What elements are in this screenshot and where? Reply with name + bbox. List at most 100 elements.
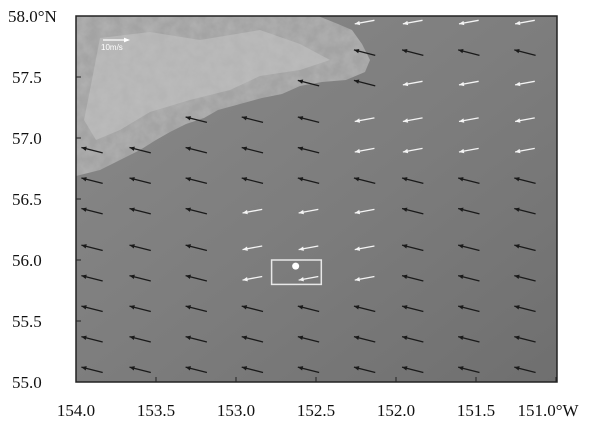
wind-arrow-head	[129, 274, 135, 279]
x-tick: 152.0	[377, 377, 415, 420]
x-tick: 151.5	[457, 377, 495, 420]
wind-arrow-head	[297, 146, 304, 151]
wind-arrow-head	[458, 335, 464, 340]
wind-arrow-head	[458, 20, 465, 26]
x-tick: 153.5	[137, 377, 175, 420]
wind-arrow-head	[185, 207, 191, 212]
wind-arrow-head	[298, 277, 304, 282]
wind-arrow-head	[129, 244, 135, 249]
y-tick-label: 55.5	[12, 312, 42, 331]
wind-arrow-head	[458, 148, 465, 154]
wind-arrow-head	[402, 305, 408, 310]
x-tick: 152.5	[297, 377, 335, 420]
wind-arrow-head	[515, 20, 521, 26]
wind-arrow-head	[514, 244, 520, 249]
wind-arrow-head	[185, 146, 191, 151]
wind-arrow-head	[241, 366, 248, 371]
wind-arrow-head	[242, 209, 248, 215]
wind-arrow-head	[514, 48, 520, 54]
wind-arrow-head	[297, 79, 304, 84]
wind-arrow-head	[354, 277, 361, 282]
wind-arrow-head	[354, 118, 361, 123]
wind-arrow-head	[402, 118, 409, 123]
wind-arrow-head	[458, 305, 464, 310]
wind-arrows	[81, 19, 536, 374]
wind-arrow-head	[81, 244, 87, 249]
wind-arrow-head	[402, 366, 408, 371]
wind-arrow-head	[458, 48, 464, 54]
wind-arrow-head	[402, 335, 408, 340]
wind-arrow-head	[129, 305, 135, 310]
wind-arrow-head	[402, 81, 409, 87]
wind-arrow-head	[185, 366, 191, 371]
wind-arrow-head	[514, 335, 520, 340]
wind-arrow-head	[514, 305, 520, 310]
wind-arrow-head	[353, 305, 360, 310]
wind-arrow-head	[354, 246, 361, 251]
wind-arrow-head	[81, 366, 87, 371]
wind-arrow-head	[354, 20, 361, 26]
wind-arrow-head	[81, 274, 87, 279]
wind-arrow-head	[297, 335, 304, 340]
wind-arrow-head	[241, 116, 248, 121]
wind-arrow-head	[402, 274, 408, 279]
wind-arrow-head	[129, 177, 135, 182]
wind-arrow-head	[402, 244, 408, 249]
wind-arrow-head	[354, 209, 361, 215]
wind-arrow-head	[298, 209, 304, 215]
wind-arrow-head	[241, 177, 248, 182]
y-tick: 56.5	[12, 190, 81, 209]
wind-arrow-head	[353, 335, 360, 340]
wind-arrow-head	[242, 277, 248, 282]
wind-arrow-head	[354, 148, 361, 154]
wind-arrow-head	[297, 177, 304, 182]
y-tick: 55.5	[12, 312, 81, 331]
wind-arrow-head	[458, 366, 464, 371]
y-tick: 57.0	[12, 129, 81, 148]
wind-arrow-head	[515, 81, 521, 87]
wind-arrow-head	[185, 177, 191, 182]
wind-arrow-head	[458, 118, 465, 123]
wind-arrow-head	[129, 335, 135, 340]
wind-arrow-head	[458, 177, 464, 182]
wind-arrow-head	[353, 366, 360, 371]
wind-arrow-head	[353, 79, 360, 84]
wind-arrow-head	[241, 146, 248, 151]
wind-arrow-head	[514, 207, 520, 212]
y-tick-label: 56.0	[12, 251, 42, 270]
wind-arrow-head	[129, 146, 135, 151]
wind-arrow-head	[81, 335, 87, 340]
wind-arrow-head	[353, 177, 360, 182]
wind-arrow-head	[402, 177, 408, 182]
wind-arrow-head	[402, 148, 409, 154]
wind-arrow-head	[402, 207, 408, 212]
x-tick-label: 153.0	[217, 401, 255, 420]
x-tick-label: 151.5	[457, 401, 495, 420]
x-tick: 151.0°W	[517, 377, 580, 420]
wind-arrow-head	[129, 366, 135, 371]
wind-arrow-head	[514, 177, 520, 182]
x-tick: 153.0	[217, 377, 255, 420]
x-tick-label: 152.0	[377, 401, 415, 420]
y-tick: 57.5	[12, 68, 81, 87]
wind-arrow-head	[241, 335, 248, 340]
wind-arrow-head	[81, 207, 87, 212]
y-tick-label: 55.0	[12, 373, 42, 392]
y-tick-label: 58.0°N	[8, 7, 57, 26]
y-tick-label: 57.5	[12, 68, 42, 87]
wind-arrow-head	[241, 305, 248, 310]
wind-arrow-head	[514, 274, 520, 279]
wind-arrow-head	[458, 81, 465, 87]
wind-arrow-head	[297, 366, 304, 371]
y-tick: 58.0°N	[8, 7, 81, 26]
wind-arrow-head	[81, 305, 87, 310]
x-tick-label: 151.0°W	[517, 401, 579, 420]
wind-arrow-head	[402, 48, 408, 54]
wind-arrow-head	[458, 207, 464, 212]
x-tick-label: 153.5	[137, 401, 175, 420]
coastline-land	[76, 16, 370, 176]
wind-arrow-head	[515, 148, 521, 154]
scale-label: 10m/s	[101, 43, 123, 52]
wind-arrow-head	[129, 207, 135, 212]
y-tick: 56.0	[12, 251, 81, 270]
